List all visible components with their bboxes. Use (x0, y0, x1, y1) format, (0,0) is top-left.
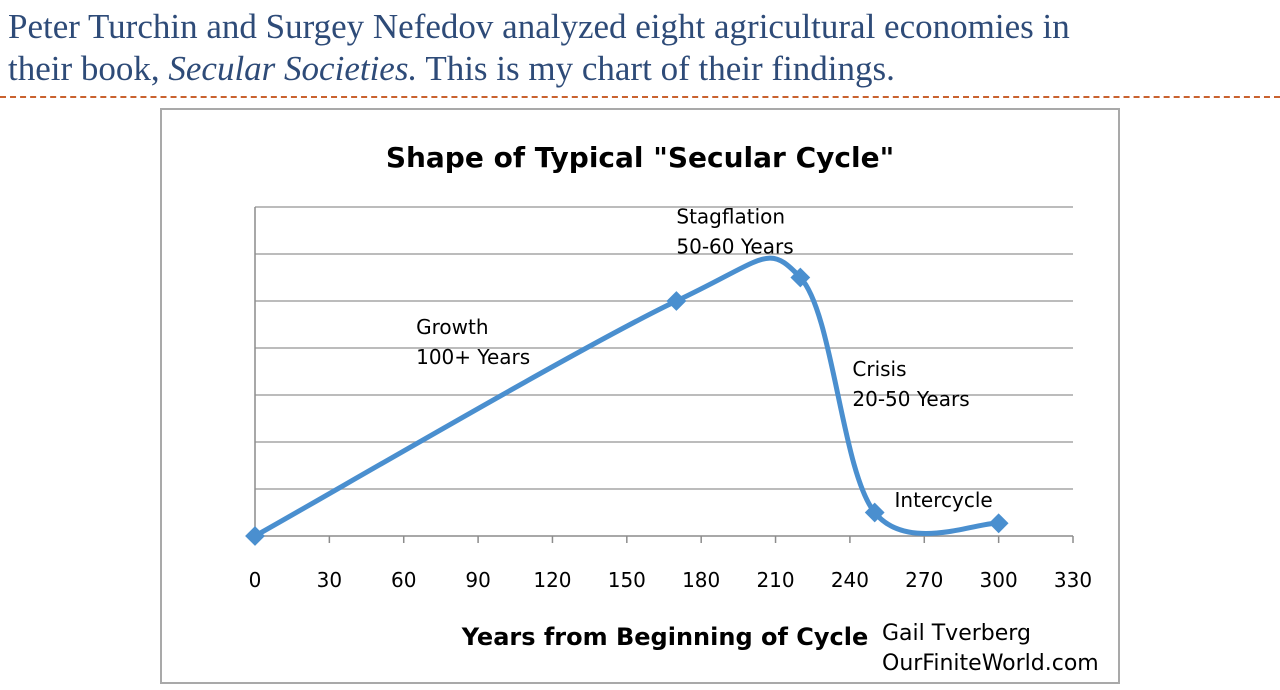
credit: Gail Tverberg OurFiniteWorld.com (882, 619, 1099, 679)
x-tick-label: 300 (980, 568, 1018, 592)
heading-line-2: their book, Secular Societies. This is m… (8, 48, 1276, 90)
annotation-label: Growth 100+ Years (416, 315, 530, 369)
x-tick-label: 240 (831, 568, 869, 592)
data-point (666, 291, 687, 311)
data-point (245, 526, 265, 546)
annotation-line: 20-50 Years (852, 387, 969, 411)
annotation-label: Crisis 20-50 Years (852, 357, 969, 411)
chart-title: Shape of Typical "Secular Cycle" (386, 141, 894, 174)
series-layer (245, 255, 1009, 546)
x-tick-label: 90 (465, 568, 490, 592)
series-line (252, 255, 1002, 539)
data-point (790, 267, 811, 288)
chart-frame (160, 108, 1120, 684)
book-title: Secular Societies. (168, 49, 418, 88)
annotation-line: Stagflation (676, 204, 785, 228)
x-tick-label: 150 (608, 568, 646, 592)
heading-line-2-prefix: their book, (8, 49, 169, 88)
x-tick-label: 60 (391, 568, 416, 592)
heading-divider (0, 96, 1280, 98)
x-tick-label: 210 (756, 568, 794, 592)
annotation-line: Crisis (852, 357, 906, 381)
x-tick-label: 0 (249, 568, 262, 592)
annotation-line: 50-60 Years (676, 234, 793, 258)
x-axis-label: Years from Beginning of Cycle (461, 623, 869, 651)
heading-line-2-suffix: This is my chart of their findings. (417, 49, 895, 88)
x-tick-label: 30 (317, 568, 342, 592)
annotation-line: Growth (416, 315, 488, 339)
heading-line-1: Peter Turchin and Surgey Nefedov analyze… (8, 7, 1070, 46)
credit-author: Gail Tverberg (882, 621, 1031, 646)
x-axis (254, 207, 1074, 543)
slide-heading: Peter Turchin and Surgey Nefedov analyze… (8, 6, 1276, 90)
annotation-line: Intercycle (895, 488, 993, 512)
data-point (988, 513, 1009, 534)
x-tick-label: 330 (1054, 568, 1092, 592)
data-point (864, 502, 885, 523)
x-tick-label: 120 (533, 568, 571, 592)
annotation-label: Stagflation 50-60 Years (676, 204, 793, 258)
annotation-line: 100+ Years (416, 345, 530, 369)
grid (255, 206, 1073, 490)
annotations: Growth 100+ Years Stagflation 50-60 Years Cr… (416, 204, 993, 511)
x-tick-label: 180 (682, 568, 720, 592)
annotation-label: Intercycle (895, 488, 993, 512)
x-tick-labels: 0 30 60 90 120 150 180 210 240 270 300 330 (249, 568, 1092, 592)
x-tick-label: 270 (905, 568, 943, 592)
credit-site: OurFiniteWorld.com (882, 651, 1099, 676)
